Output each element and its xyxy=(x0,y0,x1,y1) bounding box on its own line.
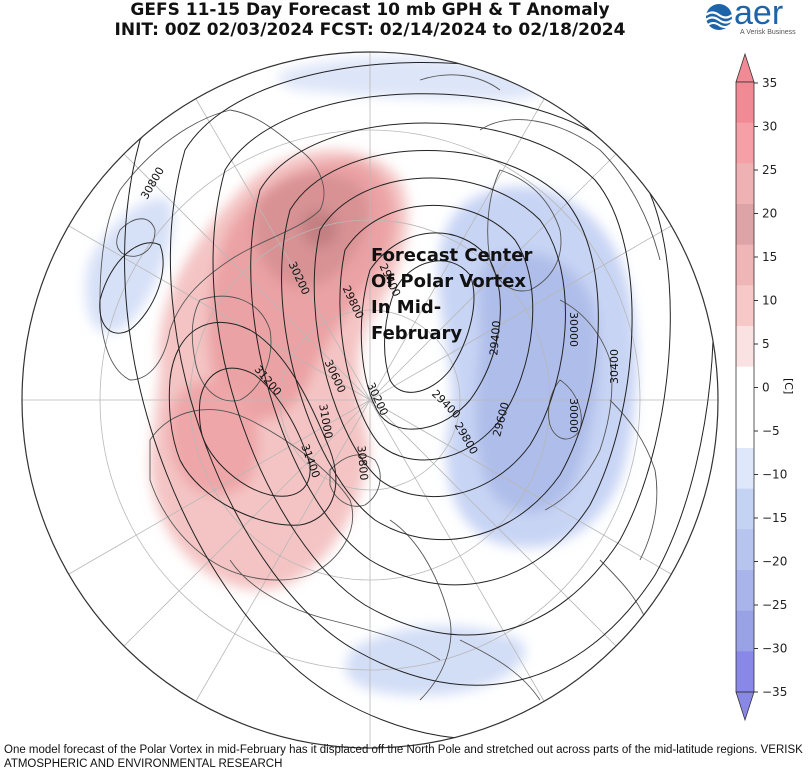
graticule xyxy=(22,52,718,748)
logo-wordmark: aer xyxy=(734,0,784,32)
contour-label: 30000 xyxy=(567,398,580,433)
contour-label: 29400 xyxy=(487,320,503,356)
cold-anomaly-region xyxy=(85,57,637,696)
logo-subtitle: A Verisk Business xyxy=(740,29,796,36)
polar-vortex-annotation: Forecast Center Of Polar Vortex In Mid- … xyxy=(371,243,561,347)
map-subtitle: INIT: 00Z 02/03/2024 FCST: 02/14/2024 to… xyxy=(114,20,626,40)
coastlines xyxy=(99,74,661,701)
annotation-line: Of Polar Vortex xyxy=(371,271,527,292)
colorbar-unit: [C] xyxy=(782,378,795,395)
figure-caption: One model forecast of the Polar Vortex i… xyxy=(4,744,803,770)
contour-label: 30000 xyxy=(567,312,580,347)
map-title: GEFS 11-15 Day Forecast 10 mb GPH & T An… xyxy=(130,0,610,20)
contour-label: 31000 xyxy=(316,403,335,440)
annotation-line: Forecast Center xyxy=(371,245,533,266)
annotation-line: In Mid- xyxy=(371,297,442,318)
map-boundary xyxy=(21,51,719,749)
annotation-line: February xyxy=(371,323,463,344)
contour-label: 30800 xyxy=(138,165,167,202)
aer-wave-logo-icon xyxy=(705,4,733,30)
contour-label: 30800 xyxy=(354,445,370,481)
aer-logo: aer A Verisk Business xyxy=(700,0,805,42)
contour-label: 30400 xyxy=(608,349,621,384)
